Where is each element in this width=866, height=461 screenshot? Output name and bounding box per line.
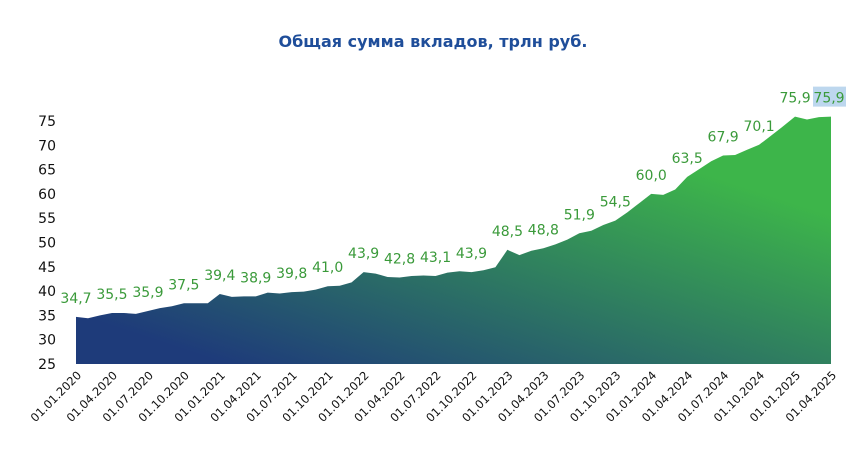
data-label: 43,1 — [420, 250, 451, 266]
data-label: 51,9 — [564, 207, 595, 223]
y-tick-label: 40 — [38, 284, 56, 300]
data-label: 35,5 — [96, 287, 127, 303]
data-label: 67,9 — [708, 130, 739, 146]
chart-title: Общая сумма вкладов, трлн руб. — [278, 32, 588, 51]
data-label: 70,1 — [744, 119, 775, 135]
data-label: 39,8 — [276, 266, 307, 282]
data-label: 43,9 — [456, 246, 487, 262]
y-tick-label: 65 — [38, 163, 56, 179]
data-label: 63,5 — [672, 151, 703, 167]
selected-label-highlight — [813, 86, 846, 107]
y-tick-label: 55 — [38, 211, 56, 227]
y-tick-label: 35 — [38, 308, 56, 324]
data-label: 48,8 — [528, 222, 559, 238]
data-label: 54,5 — [600, 195, 631, 211]
data-label: 60,0 — [636, 168, 667, 184]
data-label: 41,0 — [312, 260, 343, 276]
y-tick-label: 25 — [38, 357, 56, 373]
data-label: 43,9 — [348, 246, 379, 262]
data-label: 48,5 — [492, 224, 523, 240]
data-label: 37,5 — [168, 277, 199, 293]
data-label: 75,9 — [779, 91, 810, 107]
y-tick-label: 50 — [38, 236, 56, 252]
y-tick-label: 75 — [38, 114, 56, 130]
y-tick-label: 30 — [38, 333, 56, 349]
data-label: 75,9 — [813, 91, 844, 107]
data-label: 38,9 — [240, 270, 271, 286]
data-label: 42,8 — [384, 251, 415, 267]
data-label: 35,9 — [132, 285, 163, 301]
y-tick-label: 45 — [38, 260, 56, 276]
y-tick-label: 60 — [38, 187, 56, 203]
data-label: 34,7 — [60, 291, 91, 307]
y-tick-label: 70 — [38, 138, 56, 154]
data-label: 39,4 — [204, 268, 235, 284]
area-series — [76, 116, 831, 364]
